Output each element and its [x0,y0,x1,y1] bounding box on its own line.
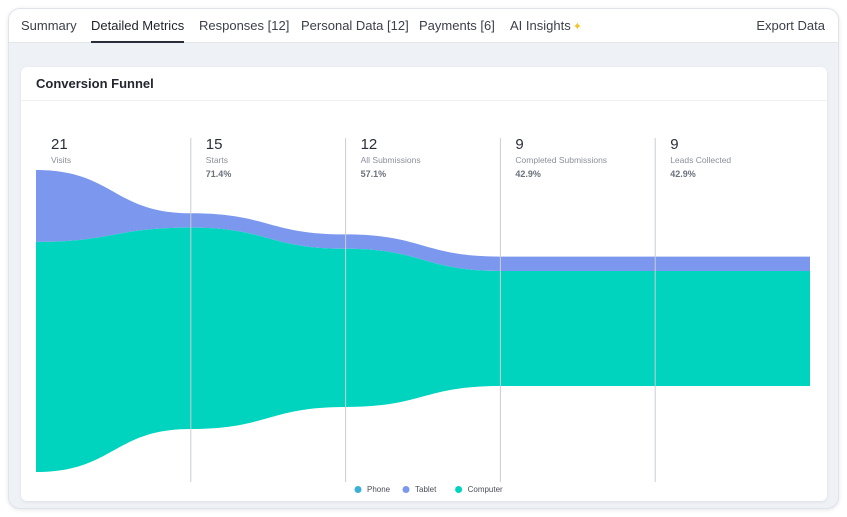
stage-percent: 42.9% [670,169,696,179]
funnel-stage: 15 Starts 71.4% [206,136,232,179]
tab-personal-data[interactable]: Personal Data [12] [301,18,409,33]
funnel-stage: 9 Leads Collected 42.9% [670,136,731,179]
tab-summary[interactable]: Summary [21,18,77,33]
legend-item-phone[interactable]: Phone [354,485,391,494]
stage-value: 21 [51,136,68,153]
legend-item-tablet[interactable]: Tablet [402,485,438,494]
legend-label: Computer [468,485,503,494]
legend-swatch [402,486,410,493]
stage-value: 9 [670,136,678,153]
stage-value: 9 [515,136,523,153]
stage-value: 12 [361,136,378,153]
card-title: Conversion Funnel [36,76,154,91]
export-data-button[interactable]: Export Data [756,18,825,33]
funnel-stage: 21 Visits [51,136,71,165]
stage-label: Leads Collected [670,155,731,165]
stage-value: 15 [206,136,223,153]
legend-swatch [354,486,362,493]
funnel-chart: 21 Visits 15 Starts 71.4% 12 All Submissions 57… [36,136,810,494]
sparkle-icon: ✦ [572,21,582,33]
stage-label: Starts [206,155,228,165]
stage-label: All Submissions [361,155,421,165]
funnel-band-computer [36,227,810,472]
legend-item-computer[interactable]: Computer [455,485,503,494]
tab-ai-insights[interactable]: AI Insights ✦ [510,9,582,43]
legend-label: Phone [367,485,391,494]
legend-label: Tablet [415,485,437,494]
stage-label: Completed Submissions [515,155,607,165]
stage-percent: 42.9% [515,169,541,179]
tab-ai-insights-label: AI Insights [510,18,571,33]
tab-bar: Summary Detailed Metrics Responses [12] … [9,9,838,43]
tab-payments[interactable]: Payments [6] [419,18,495,33]
stage-percent: 57.1% [361,169,387,179]
app-window: Summary Detailed Metrics Responses [12] … [8,8,839,509]
stage-percent: 71.4% [206,169,232,179]
funnel-stage: 9 Completed Submissions 42.9% [515,136,607,179]
legend-swatch [455,486,463,493]
tab-detailed-metrics[interactable]: Detailed Metrics [91,9,185,43]
funnel-stage: 12 All Submissions 57.1% [361,136,421,179]
conversion-funnel-card: Conversion Funnel 21 Visits 15 Starts 71.4% 1… [21,67,827,501]
card-divider [21,100,827,101]
tab-responses[interactable]: Responses [12] [199,18,290,33]
stage-label: Visits [51,155,71,165]
